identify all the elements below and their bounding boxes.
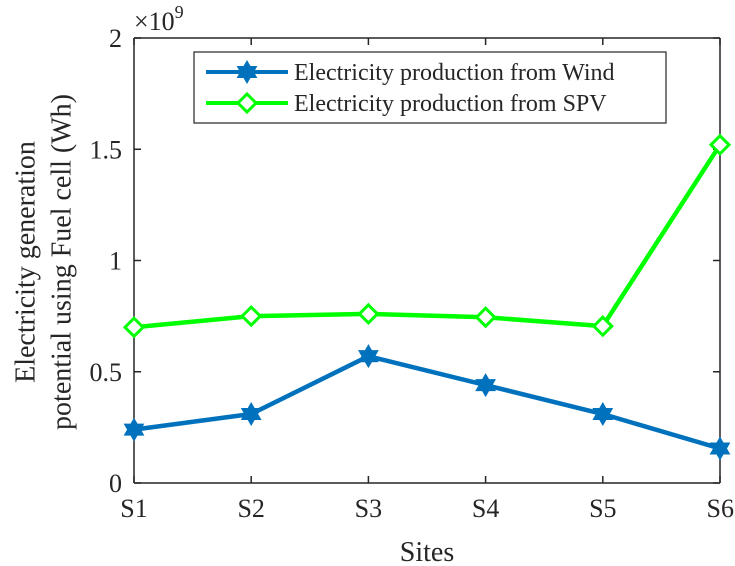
- y-exponent-power: 9: [175, 2, 184, 22]
- data-point: [475, 373, 496, 398]
- tick-labels: 0 0.5 1 1.5 2 S1 S2 S3 S4 S5 S6: [90, 24, 735, 523]
- y-axis-label-line-1: Electricity generation: [10, 141, 41, 383]
- legend-marker-point: [236, 60, 258, 84]
- y-axis-label-line-2: potential using Fuel cell (Wh): [46, 94, 77, 430]
- x-axis-label: Sites: [400, 537, 454, 566]
- legend-label-spv: Electricity production from SPV: [294, 91, 607, 117]
- y-tick-label: 1: [109, 247, 122, 276]
- series-line: [133, 353, 721, 451]
- y-tick-label: 1.5: [90, 135, 123, 164]
- x-tick-label: S2: [237, 494, 264, 523]
- x-tick-label: S1: [120, 494, 147, 523]
- series-line: [133, 143, 722, 330]
- y-exponent-label: ×109: [134, 2, 184, 36]
- data-point: [240, 305, 263, 328]
- legend-marker-spv: [235, 91, 259, 115]
- legend: Electricity production from Wind Electri…: [193, 51, 667, 124]
- y-tick-label: 2: [109, 24, 122, 53]
- x-tick-label: S4: [472, 494, 499, 523]
- legend-marker-point: [235, 91, 259, 115]
- y-exponent-prefix: ×10: [134, 7, 175, 36]
- data-point: [123, 417, 145, 442]
- legend-marker-wind: [236, 60, 258, 84]
- data-point: [708, 133, 732, 156]
- data-point: [357, 302, 380, 326]
- x-tick-label: S6: [707, 494, 734, 523]
- data-point: [474, 306, 497, 329]
- y-tick-label: 0.5: [90, 358, 123, 387]
- series-1: [122, 133, 732, 339]
- series-layer: [122, 133, 732, 461]
- data-point: [358, 344, 379, 369]
- legend-label-wind: Electricity production from Wind: [294, 60, 615, 86]
- y-axis-label: Electricity generation potential using F…: [10, 94, 77, 430]
- ticks: [133, 37, 721, 484]
- x-tick-label: S5: [589, 494, 616, 523]
- data-point: [591, 315, 614, 338]
- series-0: [123, 344, 731, 461]
- y-tick-label: 0: [109, 469, 122, 498]
- legend-box: [193, 51, 667, 124]
- data-point: [592, 402, 614, 427]
- data-point: [709, 436, 731, 461]
- data-point: [122, 316, 146, 339]
- data-point: [240, 402, 262, 427]
- x-tick-label: S3: [355, 494, 382, 523]
